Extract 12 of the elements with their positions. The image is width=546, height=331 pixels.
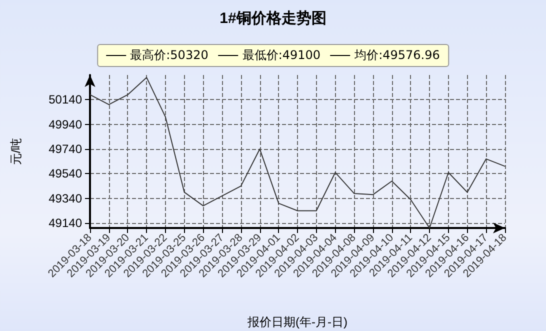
text: 均价:49576.96 — [354, 47, 440, 64]
y-tick-label: 50140 — [48, 92, 82, 107]
y-tick-label: 49740 — [48, 142, 82, 156]
chart-title: 1#铜价格走势图 — [220, 10, 326, 27]
y-tick-label: 49340 — [48, 191, 82, 206]
y-tick-label: 49940 — [48, 117, 82, 132]
text: 最高价:50320 — [129, 47, 208, 64]
text: 最低价:49100 — [241, 47, 321, 64]
y-axis-title: 元/吨 — [9, 138, 23, 166]
y-tick-label: 49140 — [48, 216, 82, 230]
x-axis-title: 报价日期(年-月-日) — [246, 315, 348, 329]
y-tick-label: 49540 — [48, 166, 82, 181]
